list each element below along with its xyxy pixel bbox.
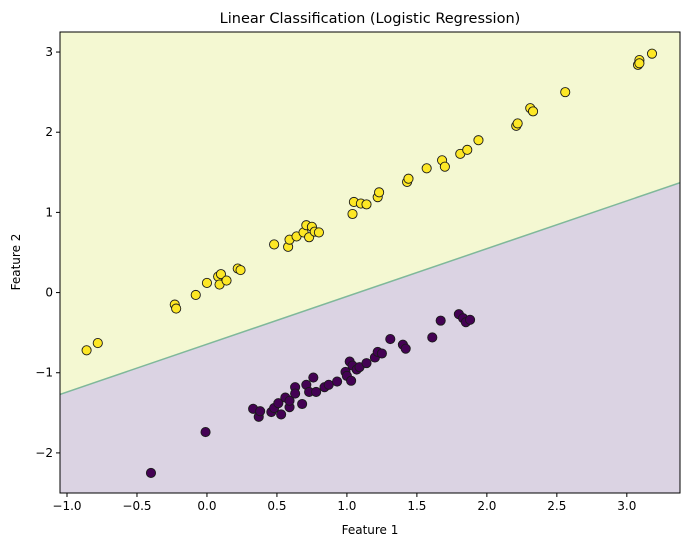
data-point-class0-0	[145, 467, 157, 479]
data-point-class1-39	[527, 106, 539, 117]
data-point-class1-40	[560, 87, 571, 98]
data-point-class1-4	[190, 289, 201, 301]
plot-frame	[59, 31, 681, 494]
data-point-class1-34	[462, 144, 473, 155]
y-tick-label: −2	[35, 446, 53, 460]
data-point-class1-21	[313, 227, 324, 238]
data-point-class1-44	[646, 48, 658, 59]
data-point-class1-11	[235, 265, 246, 276]
x-tick-label: 0.0	[197, 499, 216, 513]
data-point-class0-18	[311, 386, 322, 398]
data-point-class1-1	[92, 338, 103, 349]
data-point-class1-29	[403, 173, 414, 184]
y-tick-label: −1	[35, 366, 53, 380]
plot-area	[60, 32, 680, 493]
data-point-class1-22	[347, 208, 358, 220]
y-tick-label: 0	[45, 286, 53, 300]
data-point-class1-43	[634, 58, 645, 69]
y-tick-label: 1	[45, 205, 53, 219]
data-point-class1-3	[171, 303, 182, 314]
data-point-class0-21	[332, 376, 343, 387]
decision-boundary-line	[60, 182, 680, 396]
y-tick-label: 2	[45, 125, 53, 139]
chart-title: Linear Classification (Logistic Regressi…	[220, 11, 521, 27]
data-point-class1-35	[473, 135, 484, 146]
data-point-class0-35	[400, 343, 411, 354]
data-point-class0-17	[308, 372, 319, 383]
data-point-class1-12	[269, 239, 280, 250]
x-axis-label: Feature 1	[342, 523, 399, 537]
data-point-class0-1	[200, 427, 211, 438]
data-point-class0-29	[361, 358, 372, 369]
data-point-class0-37	[435, 315, 446, 326]
data-points	[81, 48, 658, 479]
data-point-class1-25	[361, 199, 372, 210]
data-point-class0-20	[323, 379, 334, 390]
data-point-class1-5	[201, 277, 213, 288]
x-tick-label: −1.0	[52, 499, 81, 513]
data-point-class0-33	[385, 334, 396, 345]
x-tick-label: 1.5	[407, 499, 426, 513]
x-axis: −1.0 −0.5 0.0 0.5 1.0 1.5 2.0 2.5 3.0	[52, 493, 636, 513]
x-tick-label: 2.0	[477, 499, 496, 513]
data-point-class0-41	[465, 314, 476, 325]
data-point-class0-7	[273, 398, 284, 409]
y-axis-label: Feature 2	[9, 234, 23, 291]
data-point-class1-8	[215, 269, 226, 280]
data-point-class1-32	[439, 161, 450, 172]
y-tick-label: 3	[45, 45, 53, 59]
x-tick-label: −0.5	[122, 499, 151, 513]
data-point-class1-37	[512, 118, 523, 129]
data-point-class0-11	[284, 395, 295, 406]
data-point-class1-30	[421, 163, 432, 174]
data-point-class1-0	[81, 345, 92, 356]
y-axis: −2 −1 0 1 2 3	[35, 45, 60, 460]
x-tick-label: 1.0	[337, 499, 356, 513]
x-tick-label: 3.0	[617, 499, 636, 513]
data-point-class0-8	[276, 409, 287, 420]
data-point-class0-4	[255, 406, 266, 417]
class-region-upper	[60, 32, 680, 395]
data-point-class0-36	[427, 332, 438, 343]
data-point-class1-9	[221, 275, 232, 286]
x-tick-label: 0.5	[267, 499, 286, 513]
x-tick-label: 2.5	[547, 499, 566, 513]
data-point-class0-32	[376, 348, 387, 359]
data-point-class0-25	[346, 375, 357, 386]
data-point-class1-27	[374, 187, 385, 198]
data-point-class0-14	[297, 398, 308, 410]
class-region-lower	[60, 182, 680, 493]
data-point-class0-13	[290, 388, 301, 399]
